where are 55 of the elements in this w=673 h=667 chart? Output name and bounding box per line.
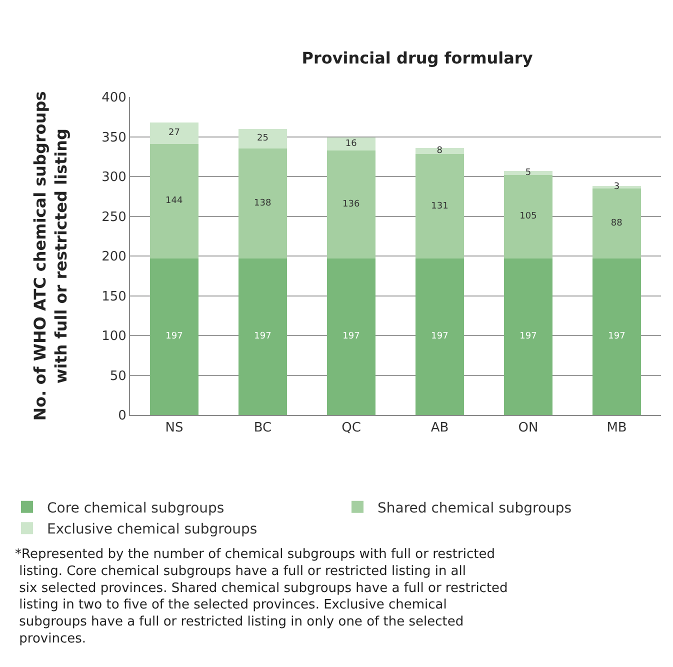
x-tick-label: BC <box>254 420 272 436</box>
x-tick-label: AB <box>430 420 449 436</box>
chart-title: Provincial drug formulary <box>302 48 534 68</box>
bar <box>415 258 464 415</box>
y-tick-label: 200 <box>102 250 126 265</box>
data-label: 197 <box>520 332 537 342</box>
y-tick-label: 100 <box>102 329 126 344</box>
data-label: 27 <box>168 128 180 138</box>
bar <box>504 174 553 258</box>
data-label: 5 <box>525 168 532 178</box>
bar <box>238 128 288 149</box>
x-tick-label: NS <box>165 420 184 436</box>
data-label: 105 <box>520 212 537 222</box>
y-tick-label: 50 <box>110 368 126 384</box>
data-label: 197 <box>608 332 626 342</box>
bar <box>504 258 553 415</box>
y-axis-title: No. of WHO ATC chemical subgroups with full or restricted listing <box>30 91 70 421</box>
data-label: 197 <box>431 332 448 342</box>
data-label: 88 <box>610 218 623 228</box>
text: *Represented by the number of chemical subgroups with full or restricted listing. Core chemical subgroups have a full or restricted listing in all six selected provinces. Shared chemical subgroups have a full or restricted listing in two to five of the selected provinces. Exclusive chemical subgroups have a full or restricted listing in only one of the selected provinces. <box>15 547 508 646</box>
bar <box>326 258 376 415</box>
bar <box>326 150 376 258</box>
legend-label: Shared chemical subgroups <box>378 500 572 516</box>
data-label: 16 <box>345 138 358 149</box>
x-tick-label: QC <box>342 420 361 436</box>
data-label: 197 <box>342 332 360 342</box>
bar <box>592 188 642 258</box>
y-tick-label: 0 <box>118 408 126 424</box>
bar <box>238 148 288 258</box>
data-label: 25 <box>257 134 268 144</box>
bar <box>504 170 553 175</box>
data-label: 131 <box>431 201 448 212</box>
y-tick-label: 350 <box>102 130 126 146</box>
data-label: 197 <box>166 332 183 342</box>
bar <box>592 258 642 415</box>
bar <box>415 154 464 258</box>
y-tick-label: 400 <box>102 90 126 106</box>
bar <box>150 258 199 415</box>
data-label: 197 <box>254 332 272 342</box>
data-label: 138 <box>254 198 272 209</box>
data-label: 8 <box>436 146 443 156</box>
data-label: 144 <box>166 196 183 206</box>
bar <box>150 122 199 144</box>
legend-label: Core chemical subgroups <box>47 500 224 516</box>
legend-label: Exclusive chemical subgroups <box>47 522 258 538</box>
y-tick-label: 150 <box>102 289 126 304</box>
bar <box>150 144 199 258</box>
x-tick-label: MB <box>606 420 627 436</box>
data-label: 136 <box>342 199 360 210</box>
y-tick-label: 300 <box>102 170 126 186</box>
bar <box>238 258 288 415</box>
y-tick-label: 250 <box>102 210 126 225</box>
x-tick-label: ON <box>518 420 538 436</box>
data-label: 3 <box>614 182 620 192</box>
bar <box>326 138 376 150</box>
